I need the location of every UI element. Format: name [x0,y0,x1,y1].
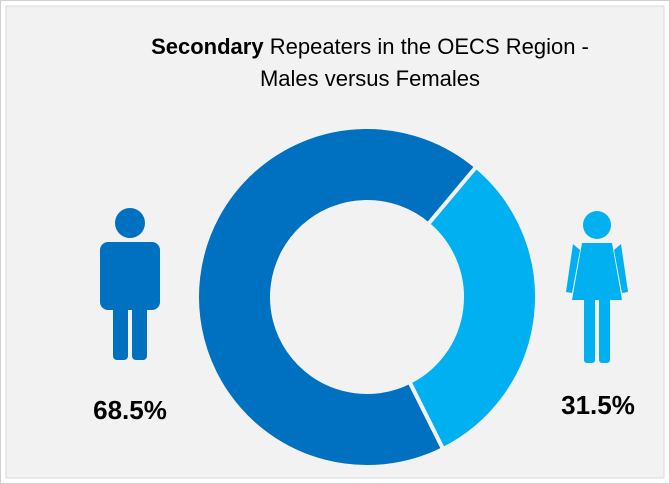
chart-title: Secondary Repeaters in the OECS Region - [151,34,589,59]
title-bold: Secondary [151,34,264,59]
donut-segment [406,163,539,452]
data-label: 68.5% [93,395,167,425]
chart-title-line: Males versus Females [260,66,480,91]
male-icon [100,208,160,360]
female-icon [566,211,628,363]
title-part: Repeaters in the OECS Region - [270,34,589,59]
data-label: 31.5% [561,390,635,420]
donut-segment [195,125,480,469]
